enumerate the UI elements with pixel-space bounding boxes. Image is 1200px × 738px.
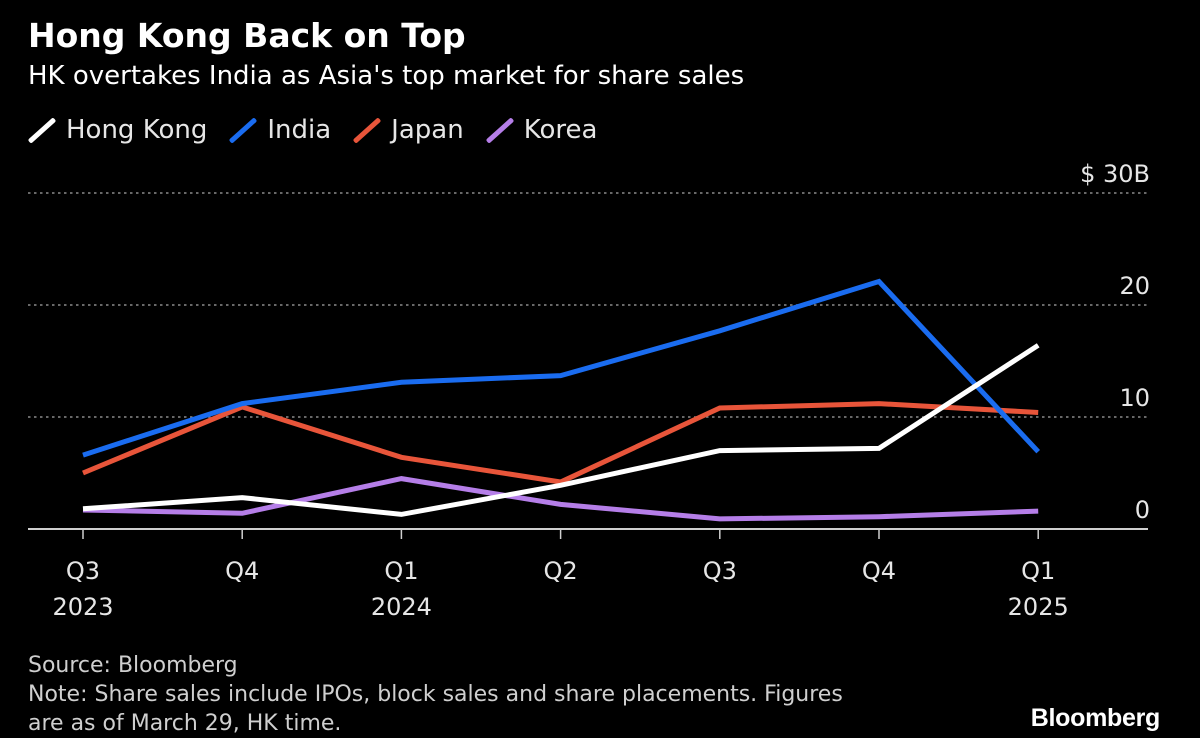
- series-lines: [82, 278, 1041, 522]
- x-tick-label-year-0: 2023: [52, 593, 113, 620]
- y-tick-label-0: 0: [1135, 496, 1150, 524]
- series-line-korea: [82, 476, 1039, 522]
- line-chart: 0 10 20 $ 30B Q3 2023 Q4 Q1 2024 Q2 Q3 Q4 Q1 2025: [28, 160, 1150, 620]
- y-tick-label-20: 20: [1119, 272, 1150, 300]
- legend-swatch-japan: [353, 116, 381, 144]
- legend-label-india: India: [267, 115, 332, 145]
- chart-subtitle: HK overtakes India as Asia's top market …: [28, 61, 745, 91]
- x-tick-label-quarter-2: Q1: [384, 557, 418, 585]
- legend-item-japan: Japan: [353, 112, 464, 148]
- chart-title: Hong Kong Back on Top: [28, 16, 466, 55]
- legend-swatch-hong-kong: [28, 116, 56, 144]
- x-tick-label-quarter-0: Q3: [66, 557, 100, 585]
- x-tick-label-quarter-6: Q1: [1021, 557, 1055, 585]
- x-tick-label-quarter-5: Q4: [862, 557, 896, 585]
- x-axis: [28, 528, 1148, 539]
- axis-labels: 0 10 20 $ 30B Q3 2023 Q4 Q1 2024 Q2 Q3 Q4 Q1 2025: [52, 160, 1150, 620]
- x-tick-label-quarter-3: Q2: [544, 557, 578, 585]
- legend-label-japan: Japan: [391, 115, 464, 145]
- legend-label-korea: Korea: [523, 115, 598, 145]
- x-tick-label-year-6: 2025: [1008, 593, 1069, 620]
- chart-footer: Source: Bloomberg Note: Share sales incl…: [28, 651, 843, 738]
- note-text-line-2: are as of March 29, HK time.: [28, 711, 342, 736]
- series-line-hong-kong: [82, 343, 1040, 517]
- x-tick-label-year-2: 2024: [371, 593, 432, 620]
- series-line-japan: [82, 401, 1039, 485]
- legend-swatch-india: [229, 116, 257, 144]
- y-tick-label-10: 10: [1119, 384, 1150, 412]
- bloomberg-logo: Bloomberg: [1030, 704, 1161, 732]
- series-line-india: [82, 278, 1041, 458]
- x-tick-label-quarter-4: Q3: [703, 557, 737, 585]
- note-text-line-1: Note: Share sales include IPOs, block sa…: [28, 682, 843, 707]
- legend-swatch-korea: [486, 116, 514, 144]
- source-text: Source: Bloomberg: [28, 653, 238, 678]
- legend-item-hong-kong: Hong Kong: [28, 112, 207, 148]
- y-tick-label-30: $ 30B: [1080, 160, 1150, 188]
- x-tick-label-quarter-1: Q4: [225, 557, 259, 585]
- legend: Hong Kong India Japan Korea: [28, 112, 619, 148]
- legend-item-korea: Korea: [486, 112, 598, 148]
- legend-label-hong-kong: Hong Kong: [66, 115, 208, 145]
- legend-item-india: India: [229, 112, 331, 148]
